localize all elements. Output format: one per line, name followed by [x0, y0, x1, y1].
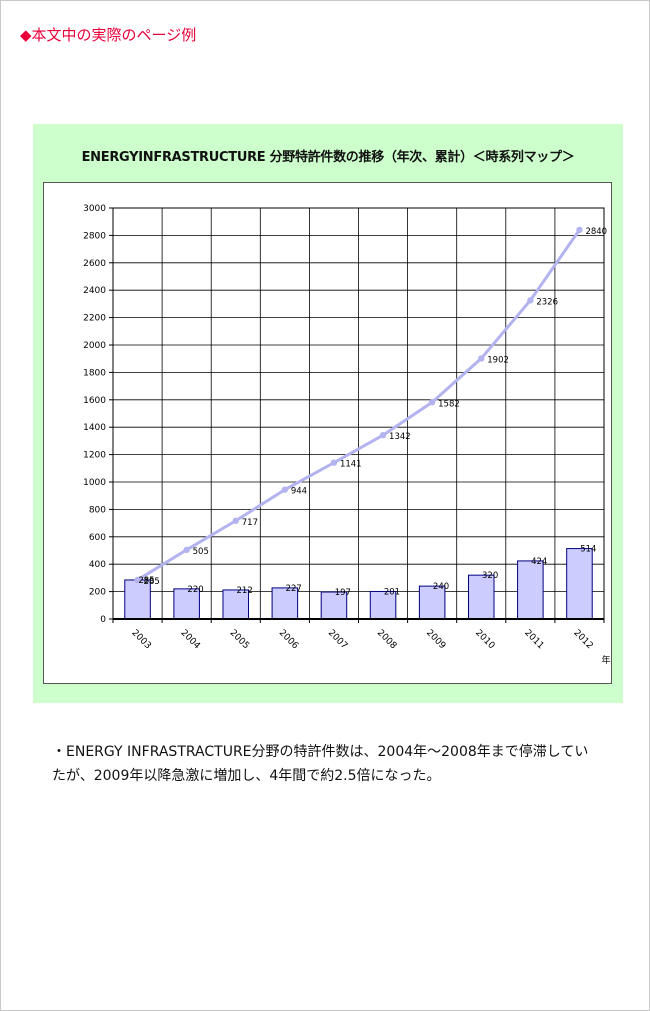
y-tick-label: 2000	[83, 341, 106, 351]
x-tick-label: 2008	[375, 628, 398, 651]
bar	[517, 560, 544, 620]
line-point	[379, 431, 387, 439]
caption: ・ENERGY INFRASTRACTURE分野の特許件数は、2004年～200…	[52, 740, 612, 788]
caption-line-2: たが、2009年以降急激に増加し、4年間で約2.5倍になった。	[52, 768, 441, 784]
line-point	[428, 399, 436, 406]
chart-area: 0 200 400 600 800 1000 1200 1400 1600 1800 2000 220…	[43, 182, 612, 684]
y-tick-label: 0	[100, 615, 106, 625]
bar-data-label: 212	[237, 586, 253, 596]
x-tick-label: 2009	[424, 628, 447, 651]
y-tick-label: 1600	[83, 396, 106, 406]
y-tick-label: 1000	[83, 478, 106, 488]
line-data-label: 1141	[340, 460, 362, 470]
line-data-label: 2326	[536, 297, 558, 307]
bar-data-label: 320	[482, 571, 498, 581]
bar-data-label: 201	[384, 587, 400, 597]
line-data-label: 285	[144, 577, 160, 587]
x-tick-label: 2011	[522, 628, 545, 651]
bar	[369, 590, 397, 620]
line-data-label: 505	[193, 547, 209, 557]
line-data-label: 1902	[487, 355, 509, 365]
line-data-label: 1342	[389, 432, 411, 442]
line-data-label: 717	[242, 518, 258, 528]
cumulative-line	[136, 229, 581, 582]
x-tick-label: 2010	[473, 628, 496, 651]
line-point	[281, 486, 289, 493]
chart-title: ENERGYINFRASTRUCTURE 分野特許件数の推移（年次、累計）＜時系…	[81, 150, 575, 165]
y-tick-label: 1800	[83, 368, 106, 378]
x-tick-label: 2006	[277, 628, 300, 651]
y-tick-label: 3000	[83, 204, 106, 214]
bar	[467, 574, 495, 620]
y-tick-label: 2600	[83, 259, 106, 269]
bar	[320, 591, 348, 620]
line-data-label: 1582	[438, 399, 460, 409]
line-point	[527, 297, 534, 304]
bar	[566, 548, 593, 620]
line-point	[232, 517, 239, 524]
chart-svg: 0 200 400 600 800 1000 1200 1400 1600 1800 2000 220…	[83, 204, 610, 666]
line-data-label: 2840	[585, 227, 607, 237]
y-tick-label: 600	[89, 533, 106, 543]
bar-data-label: 240	[433, 582, 449, 592]
line-point	[330, 459, 338, 466]
bar-data-label: 424	[531, 557, 547, 567]
line-point	[183, 546, 190, 554]
x-axis-label: 年	[601, 654, 610, 666]
x-tick-label: 2004	[179, 628, 202, 651]
x-tick-label: 2012	[571, 628, 594, 651]
bar	[124, 579, 151, 620]
x-tick-label: 2003	[129, 628, 152, 651]
line-point	[478, 355, 485, 362]
y-tick-label: 800	[89, 505, 106, 515]
chart-panel: ENERGYINFRASTRUCTURE 分野特許件数の推移（年次、累計）＜時系…	[33, 124, 623, 703]
y-tick-label: 1200	[83, 451, 106, 461]
x-tick-label: 2005	[228, 628, 251, 651]
line-point	[576, 226, 583, 234]
page-heading: ◆本文中の実際のページ例	[20, 26, 197, 44]
bar-data-label: 514	[580, 545, 596, 555]
y-tick-label: 2200	[83, 314, 106, 324]
y-tick-label: 400	[89, 560, 106, 570]
line-point	[134, 576, 141, 584]
y-tick-label: 2800	[83, 231, 106, 241]
line-data-label: 944	[291, 487, 307, 497]
y-tick-label: 1400	[83, 423, 106, 433]
bar-data-label: 220	[187, 585, 203, 595]
bar-data-label: 227	[286, 584, 302, 594]
y-tick-label: 2400	[83, 286, 106, 296]
caption-line-1: ・ENERGY INFRASTRACTURE分野の特許件数は、2004年～200…	[52, 744, 589, 760]
y-tick-label: 200	[89, 588, 106, 598]
bar-data-label: 285	[138, 576, 154, 586]
x-tick-label: 2007	[326, 628, 349, 651]
bar-data-label: 197	[335, 588, 351, 598]
